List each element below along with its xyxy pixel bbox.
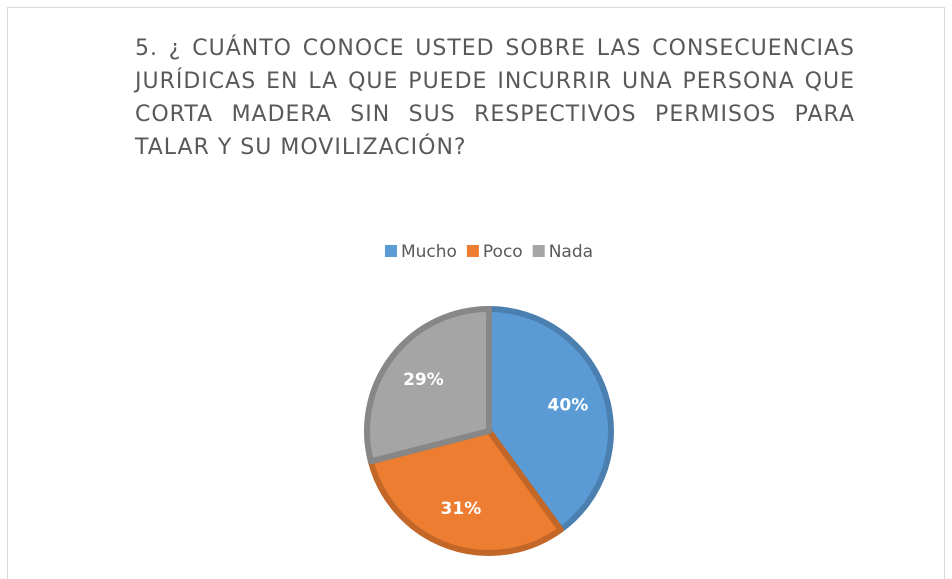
data-label: 31% xyxy=(441,499,482,519)
legend-swatch xyxy=(466,245,479,257)
legend-label: Poco xyxy=(483,242,523,262)
pie-slice xyxy=(486,306,614,533)
legend-label: Nada xyxy=(549,242,593,262)
legend-swatch xyxy=(384,245,397,257)
chart-title: 5. ¿ CUÁNTO CONOCE USTED SOBRE LAS CONSE… xyxy=(135,36,855,160)
pie-slice xyxy=(364,306,492,465)
data-label: 29% xyxy=(403,370,444,390)
pie-slice xyxy=(367,428,564,556)
legend-swatch xyxy=(532,245,545,257)
legend-label: Mucho xyxy=(401,242,457,262)
chart-border xyxy=(7,7,945,579)
data-label: 40% xyxy=(548,395,589,415)
